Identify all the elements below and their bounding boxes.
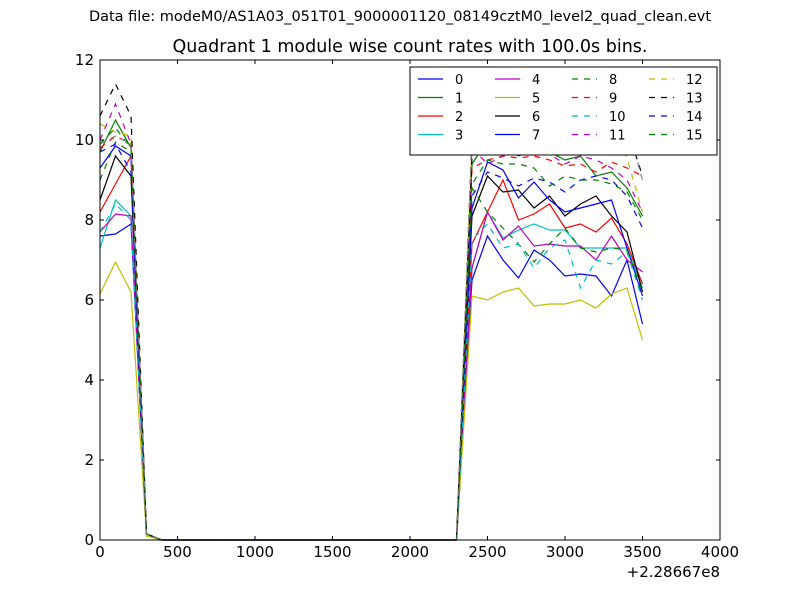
x-tick-label: 3500 — [623, 543, 661, 561]
legend-label-2: 2 — [455, 110, 463, 125]
y-tick-label: 12 — [75, 51, 94, 69]
chart-title: Quadrant 1 module wise count rates with … — [172, 37, 648, 57]
series-line-6 — [99, 154, 644, 541]
legend-label-12: 12 — [686, 73, 703, 88]
legend-label-11: 11 — [609, 129, 626, 144]
series-line-4 — [99, 210, 643, 541]
legend-label-5: 5 — [532, 92, 540, 107]
series-line-3 — [99, 198, 644, 541]
series-line-12 — [99, 123, 644, 541]
y-tick-label: 10 — [75, 131, 94, 149]
legend-label-6: 6 — [532, 110, 540, 125]
x-tick-label: 2500 — [468, 543, 506, 561]
legend-label-14: 14 — [686, 110, 703, 125]
series-line-2 — [99, 153, 644, 541]
series-line-14 — [99, 143, 644, 541]
series-line-0 — [99, 222, 644, 541]
legend-label-8: 8 — [609, 73, 617, 88]
legend-label-7: 7 — [532, 129, 540, 144]
series-line-11 — [99, 102, 644, 541]
x-tick-label: 2000 — [391, 543, 429, 561]
series-line-15 — [99, 127, 644, 541]
y-tick-label: 0 — [84, 531, 94, 549]
x-tick-label: 0 — [95, 543, 105, 561]
legend-label-15: 15 — [686, 129, 703, 144]
x-tick-label: 4000 — [701, 543, 739, 561]
series-line-7 — [99, 145, 644, 541]
series-line-1 — [99, 118, 644, 541]
series-line-8 — [99, 141, 644, 541]
legend-label-13: 13 — [686, 92, 703, 107]
x-tick-label: 1000 — [236, 543, 274, 561]
legend-label-0: 0 — [455, 73, 463, 88]
series-line-10 — [99, 203, 644, 541]
y-tick-label: 6 — [84, 291, 94, 309]
x-offset-label: +2.28667e8 — [627, 563, 720, 581]
series-line-9 — [99, 135, 643, 541]
x-tick-label: 3000 — [546, 543, 584, 561]
series-line-5 — [99, 260, 644, 541]
legend-label-3: 3 — [455, 129, 463, 144]
legend-label-4: 4 — [532, 73, 540, 88]
y-tick-label: 8 — [84, 211, 94, 229]
legend-label-9: 9 — [609, 92, 617, 107]
legend-label-1: 1 — [455, 92, 463, 107]
y-tick-label: 4 — [84, 371, 94, 389]
legend-frame — [409, 66, 718, 156]
axis-ticks: 0 500 1000 1500 2000 2500 3000 3500 400002468101… — [75, 51, 739, 561]
series-line-extra-16 — [99, 86, 644, 541]
y-tick-label: 2 — [84, 451, 94, 469]
figure-suptitle: Data file: modeM0/AS1A03_051T01_90000011… — [88, 9, 712, 25]
x-tick-label: 1500 — [313, 543, 351, 561]
legend-label-10: 10 — [609, 110, 626, 125]
x-tick-label: 500 — [163, 543, 192, 561]
